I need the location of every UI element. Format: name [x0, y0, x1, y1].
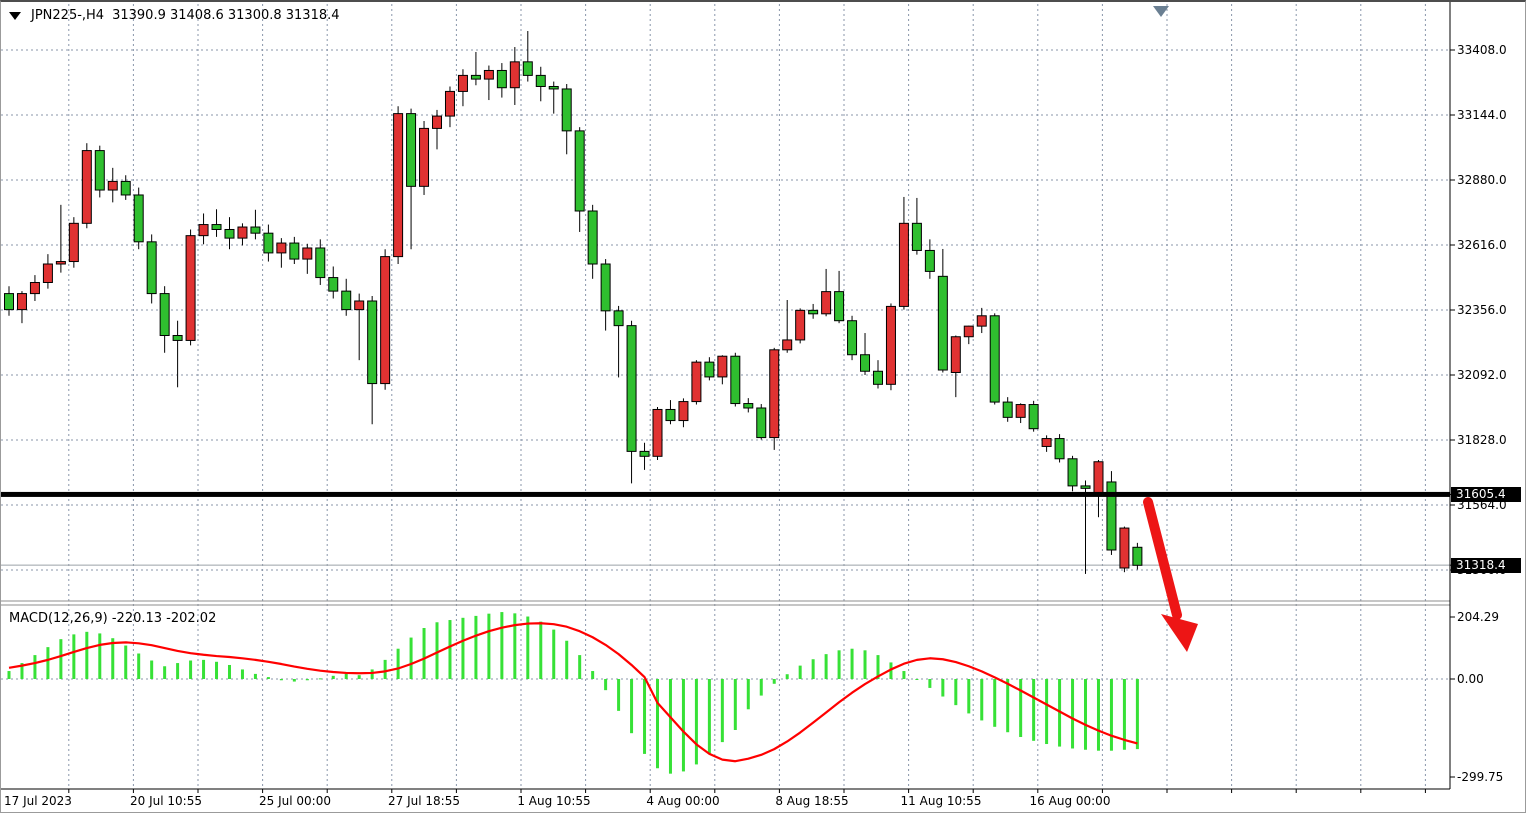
chart-frame	[1, 2, 1455, 793]
grid	[1, 4, 1450, 789]
price-tick-label: 32616.0	[1457, 238, 1507, 252]
macd-axis-min: -299.75	[1457, 770, 1504, 784]
symbol-period-label: JPN225-,H4	[31, 8, 105, 23]
quote-ohlc-label: 31390.9 31408.6 31300.8 31318.4	[112, 8, 340, 23]
macd-signal-line	[8, 622, 1138, 763]
time-tick-label: 17 Jul 2023	[4, 794, 72, 808]
indicator-label: MACD(12,26,9) -220.13 -202.02	[9, 611, 217, 626]
price-tick-label: 32880.0	[1457, 173, 1507, 187]
current-price-badge: 31318.4	[1451, 558, 1521, 573]
time-tick-label: 27 Jul 18:55	[388, 794, 460, 808]
time-tick-label: 25 Jul 00:00	[259, 794, 331, 808]
candles	[4, 31, 1143, 574]
chart-title-row: JPN225-,H4 31390.9 31408.6 31300.8 31318…	[9, 8, 340, 23]
time-tick-label: 11 Aug 10:55	[900, 794, 982, 808]
time-tick-label: 8 Aug 18:55	[775, 794, 849, 808]
time-tick-label: 16 Aug 00:00	[1029, 794, 1111, 808]
macd-axis-max: 204.29	[1457, 610, 1499, 624]
macd-axis-zero: 0.00	[1457, 672, 1484, 686]
scroll-marker-triangle-icon	[1153, 6, 1169, 17]
macd-histogram	[7, 612, 1139, 774]
time-tick-label: 20 Jul 10:55	[130, 794, 202, 808]
price-tick-label: 33408.0	[1457, 43, 1507, 57]
time-tick-label: 1 Aug 10:55	[517, 794, 591, 808]
price-tick-label: 32356.0	[1457, 303, 1507, 317]
level-price-badge: 31605.4	[1451, 487, 1521, 502]
price-tick-label: 32092.0	[1457, 368, 1507, 382]
price-tick-label: 31828.0	[1457, 433, 1507, 447]
chart-menu-triangle-icon[interactable]	[9, 11, 21, 20]
level-line	[1, 491, 1450, 497]
time-tick-label: 4 Aug 00:00	[646, 794, 720, 808]
price-tick-label: 33144.0	[1457, 108, 1507, 122]
trend-arrow	[1143, 497, 1198, 652]
